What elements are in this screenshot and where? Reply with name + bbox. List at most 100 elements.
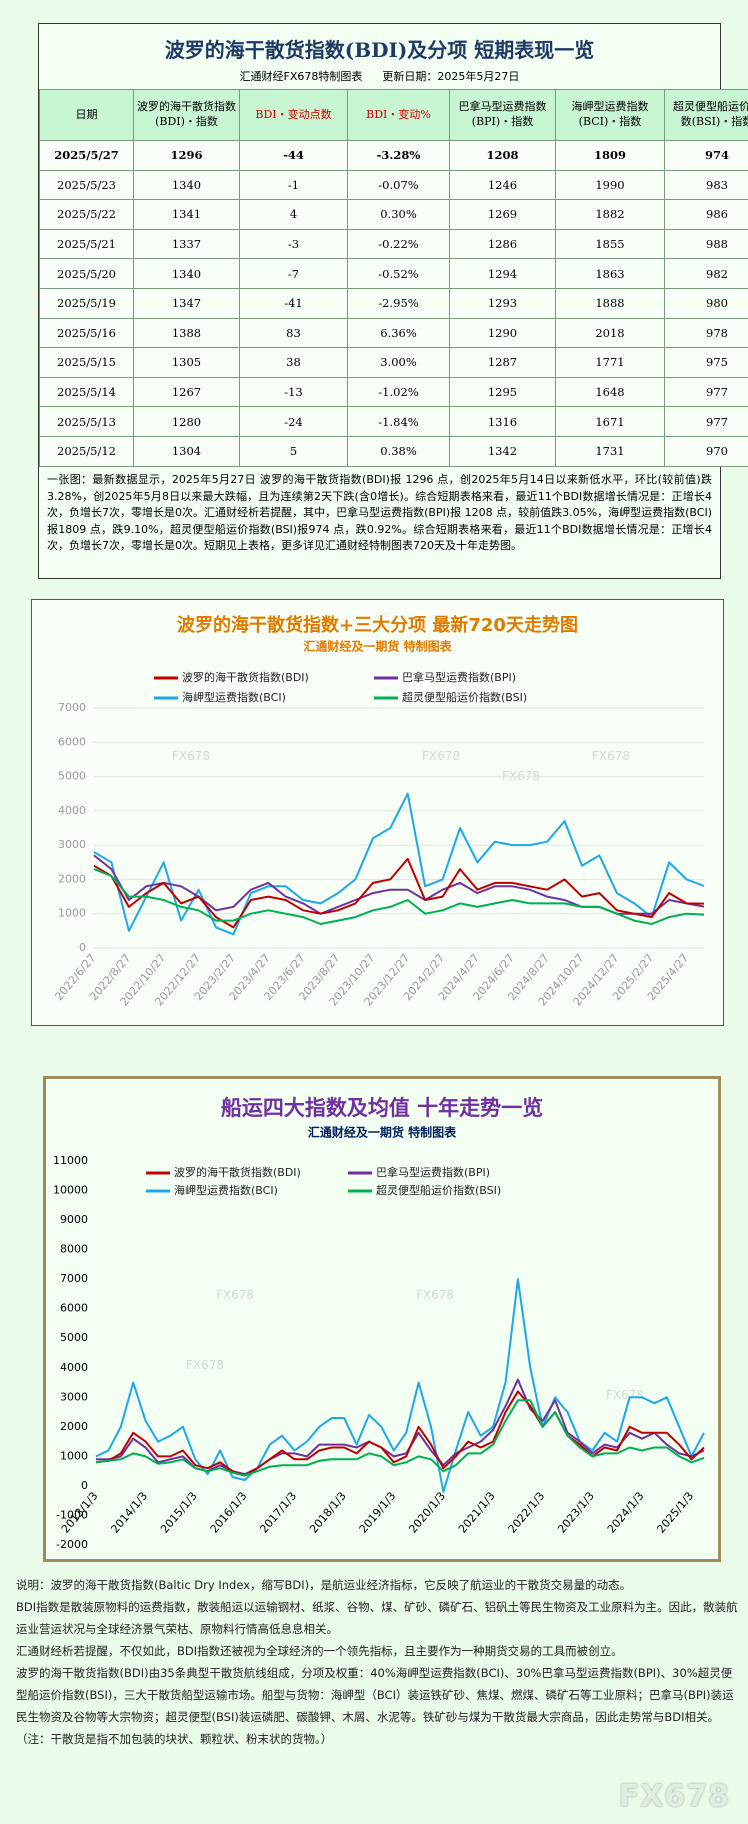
column-header: 波罗的海干散货指数(BDI)・指数 <box>133 89 240 141</box>
table-row: 2025/5/13 1280 -24 -1.84% 1316 1671 977 <box>39 406 748 437</box>
table-cell: 1648 <box>555 376 665 408</box>
table-cell: 977 <box>664 406 748 437</box>
column-header: BDI・变动点数 <box>239 89 348 141</box>
y-tick-label: 0 <box>79 941 86 954</box>
table-row: 2025/5/20 1340 -7 -0.52% 1294 1863 982 <box>39 258 748 289</box>
y-tick-label: 11000 <box>53 1154 88 1167</box>
table-cell: 2025/5/23 <box>39 169 134 201</box>
table-cell: 1269 <box>449 199 556 230</box>
table-cell: 1280 <box>133 406 240 437</box>
table-cell: 1341 <box>133 199 240 230</box>
x-tick-label: 2025/1/3 <box>654 1489 696 1535</box>
legend-label: 海岬型运费指数(BCI) <box>174 1183 278 1197</box>
table-cell: 1305 <box>133 347 240 378</box>
y-tick-label: 1000 <box>60 1449 88 1462</box>
series-line <box>93 868 705 925</box>
table-cell: 1855 <box>555 228 665 260</box>
table-cell: 2025/5/16 <box>39 317 134 349</box>
table-cell: -1 <box>239 169 348 201</box>
table-cell: 1340 <box>133 258 240 289</box>
table-cell: 1671 <box>555 406 665 437</box>
table-cell: 1809 <box>555 140 665 171</box>
y-tick-label: 9000 <box>60 1213 88 1226</box>
watermark: FX678 <box>592 749 630 763</box>
table-panel: 波罗的海干散货指数(BDI)及分项 短期表现一览 汇通财经FX678特制图表 更新… <box>38 23 748 579</box>
series-line <box>95 1278 705 1493</box>
table-cell: 1290 <box>449 317 556 349</box>
table-cell: 1731 <box>555 435 665 467</box>
table-cell: 1337 <box>133 228 240 260</box>
watermark: FX678 <box>186 1358 224 1372</box>
table-cell: 1771 <box>555 347 665 378</box>
y-tick-label: 10000 <box>53 1184 88 1197</box>
y-tick-label: -2000 <box>56 1538 88 1551</box>
legend-label: 波罗的海干散货指数(BDI) <box>174 1165 301 1179</box>
table-cell: 1340 <box>133 169 240 201</box>
table-cell: 1347 <box>133 287 240 319</box>
table-cell: 980 <box>664 287 748 319</box>
table-row: 2025/5/23 1340 -1 -0.07% 1246 1990 983 <box>39 169 748 201</box>
table-cell: 1882 <box>555 199 665 230</box>
table-subtitle: 汇通财经FX678特制图表 更新日期：2025年5月27日 <box>39 68 720 84</box>
y-tick-label: 2000 <box>60 1420 88 1433</box>
table-cell: 2025/5/15 <box>39 347 134 378</box>
table-cell: 2025/5/12 <box>39 435 134 467</box>
table-cell: 1294 <box>449 258 556 289</box>
table-cell: -2.95% <box>347 287 450 319</box>
chart-subtitle: 汇通财经及一期货 特制图表 <box>303 639 452 654</box>
column-header: 巴拿马型运费指数(BPI)・指数 <box>449 89 556 141</box>
legend-label: 波罗的海干散货指数(BDI) <box>182 670 309 684</box>
x-tick-label: 2014/1/3 <box>109 1489 151 1535</box>
table-cell: 0.38% <box>347 435 450 467</box>
y-tick-label: 8000 <box>60 1243 88 1256</box>
column-header: BDI・变动% <box>347 89 450 141</box>
table-row: 2025/5/27 1296 -44 -3.28% 1208 1809 974 <box>39 140 748 171</box>
watermark: FX678 <box>416 1288 454 1302</box>
watermark: FX678 <box>502 769 540 783</box>
table-cell: 978 <box>664 317 748 349</box>
summary: 一张图：最新数据显示，2025年5月27日 波罗的海干散货指数(BDI)报 12… <box>47 473 712 552</box>
table-cell: 1267 <box>133 376 240 408</box>
table-body: 2025/5/27 1296 -44 -3.28% 1208 1809 974 2025/5/… <box>39 140 748 467</box>
table-cell: 975 <box>664 347 748 378</box>
chart-subtitle: 汇通财经及一期货 特制图表 <box>308 1125 457 1140</box>
table-cell: 986 <box>664 199 748 230</box>
watermark: FX678 <box>172 749 210 763</box>
table-cell: -0.22% <box>347 228 450 260</box>
y-tick-label: 5000 <box>58 770 86 783</box>
table-cell: -0.52% <box>347 258 450 289</box>
table-row: 2025/5/14 1267 -13 -1.02% 1295 1648 977 <box>39 376 748 408</box>
y-tick-label: 4000 <box>60 1361 88 1374</box>
data-table: 日期 波罗的海干散货指数(BDI)・指数 BDI・变动点数 BDI・变动% 巴拿马型运费… <box>39 89 748 467</box>
table-row: 2025/5/21 1337 -3 -0.22% 1286 1855 988 <box>39 228 748 260</box>
table-cell: -3 <box>239 228 348 260</box>
table-cell: 38 <box>239 347 348 378</box>
table-cell: 1388 <box>133 317 240 349</box>
y-tick-label: 5000 <box>60 1331 88 1344</box>
x-tick-label: 2023/1/3 <box>555 1489 597 1535</box>
table-cell: 1990 <box>555 169 665 201</box>
x-tick-label: 2021/1/3 <box>456 1489 498 1535</box>
table-cell: 0.30% <box>347 199 450 230</box>
watermark: FX678 <box>216 1288 254 1302</box>
watermark: FX678 <box>606 1388 644 1402</box>
note: 波罗的海干散货指数(BDI)由35条典型干散货航线组成，分项及权重：40%海岬型… <box>16 1666 734 1746</box>
legend-label: 超灵便型船运价指数(BSI) <box>376 1183 501 1197</box>
y-tick-label: 6000 <box>58 735 86 748</box>
table-cell: 1342 <box>449 435 556 467</box>
table-cell: 974 <box>664 140 748 171</box>
x-tick-label: 2015/1/3 <box>158 1489 200 1535</box>
chart-title: 波罗的海干散货指数+三大分项 最新720天走势图 <box>177 614 578 636</box>
column-header: 超灵便型船运价指数(BSI)・指数 <box>664 89 748 141</box>
table-cell: 5 <box>239 435 348 467</box>
table-cell: 988 <box>664 228 748 260</box>
table-cell: 4 <box>239 199 348 230</box>
table-cell: -3.28% <box>347 140 450 171</box>
note: 说明：波罗的海干散货指数(Baltic Dry Index，缩写BDI)，是航运… <box>16 1578 632 1592</box>
table-cell: -1.84% <box>347 406 450 437</box>
source: 汇通财经FX678特制图表 <box>239 70 363 83</box>
legend-label: 海岬型运费指数(BCI) <box>182 690 286 704</box>
table-cell: 1286 <box>449 228 556 260</box>
